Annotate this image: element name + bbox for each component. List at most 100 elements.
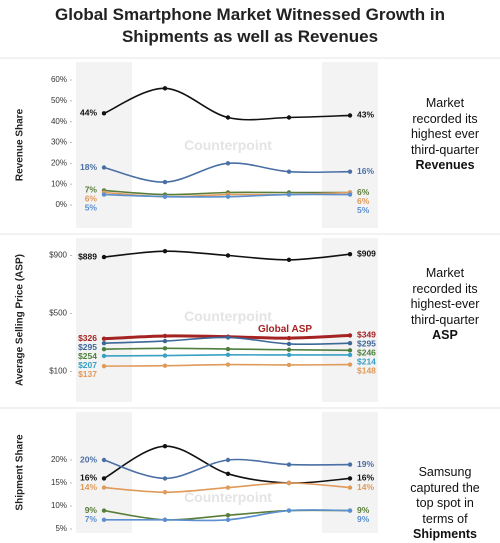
highlight-band: [322, 238, 378, 402]
data-label: 6%: [357, 196, 370, 206]
y-tick-label: 50%: [51, 96, 67, 105]
y-tick-label: 0%: [55, 200, 67, 209]
data-point: [162, 333, 168, 339]
data-label: $148: [357, 366, 376, 376]
y-tick-label: $500: [49, 309, 67, 318]
y-tick-label: 20%: [51, 158, 67, 167]
note: Market recorded its highest-ever third-q…: [402, 266, 488, 344]
data-point: [286, 352, 292, 358]
data-point: [347, 476, 353, 481]
data-point: [347, 508, 353, 513]
y-tick-label: $100: [49, 367, 67, 376]
series-name: Global ASP: [258, 324, 312, 335]
data-point: [101, 508, 107, 513]
data-point: [101, 346, 107, 352]
data-point: [225, 194, 231, 199]
data-label: $254: [78, 351, 97, 361]
y-tick-label: 5%: [55, 524, 67, 533]
data-point: [347, 251, 353, 257]
data-point: [286, 335, 292, 341]
note-emphasis: Shipments: [413, 527, 477, 541]
data-point: [162, 476, 168, 481]
data-label: 16%: [357, 473, 374, 483]
data-point: [225, 253, 231, 258]
y-tick-label: $900: [49, 251, 67, 260]
data-label: 7%: [85, 185, 98, 195]
data-point: [286, 347, 292, 352]
data-point: [347, 352, 353, 358]
data-label: 14%: [357, 482, 374, 492]
data-point: [162, 338, 168, 344]
data-label: 5%: [85, 203, 98, 213]
data-point: [286, 362, 292, 368]
y-axis-label: Average Selling Price (ASP): [15, 254, 26, 386]
data-label: 18%: [80, 162, 97, 172]
data-point: [225, 161, 231, 166]
data-point: [286, 462, 292, 467]
data-label: $207: [78, 360, 97, 370]
note: Samsung captured the top spot in terms o…: [402, 465, 488, 543]
data-point: [101, 457, 107, 463]
data-point: [347, 462, 353, 467]
data-label: 6%: [357, 187, 370, 197]
data-point: [101, 341, 107, 346]
watermark: Counterpoint: [184, 137, 272, 153]
data-point: [286, 192, 292, 197]
data-label: 20%: [80, 454, 97, 464]
data-label: $349: [357, 330, 376, 340]
highlight-band: [76, 62, 132, 228]
data-point: [286, 115, 292, 120]
data-label: 9%: [357, 514, 370, 524]
note-text: Market recorded its highest-ever third-q…: [410, 266, 480, 327]
data-point: [347, 333, 353, 338]
data-point: [162, 179, 168, 185]
data-point: [162, 490, 168, 495]
data-label: $137: [78, 369, 97, 379]
data-label: 44%: [80, 108, 97, 118]
data-point: [347, 341, 353, 346]
series-line: [103, 87, 351, 121]
data-point: [162, 444, 168, 449]
data-point: [286, 169, 292, 174]
data-point: [162, 346, 168, 351]
y-tick-label: 40%: [51, 117, 67, 126]
data-label: $909: [357, 248, 376, 258]
data-point: [162, 353, 168, 358]
y-tick-label: 20%: [51, 455, 67, 464]
data-label: $295: [78, 342, 97, 352]
y-tick-label: 15%: [51, 478, 67, 487]
data-point: [225, 362, 231, 367]
watermark: Counterpoint: [184, 308, 272, 324]
data-label: 9%: [357, 505, 370, 515]
data-label: 43%: [357, 110, 374, 120]
data-point: [347, 362, 353, 367]
data-point: [286, 508, 292, 513]
data-point: [101, 192, 107, 197]
note-emphasis: ASP: [432, 328, 458, 342]
highlight-band: [322, 62, 378, 228]
data-point: [101, 363, 107, 369]
data-point: [286, 341, 292, 347]
data-point: [101, 517, 107, 522]
data-point: [225, 517, 231, 522]
data-point: [101, 353, 107, 359]
data-label: $889: [78, 251, 97, 261]
data-point: [225, 471, 231, 476]
data-point: [225, 485, 231, 490]
data-point: [162, 248, 168, 254]
data-point: [162, 86, 168, 91]
data-point: [101, 485, 107, 490]
highlight-band: [76, 412, 132, 533]
data-point: [162, 363, 168, 368]
data-label: 5%: [357, 205, 370, 215]
data-point: [101, 476, 107, 481]
data-point: [101, 336, 107, 341]
data-point: [162, 194, 168, 199]
y-axis-label: Shipment Share: [15, 434, 26, 511]
data-point: [225, 335, 231, 340]
note-text: Samsung captured the top spot in terms o…: [410, 465, 480, 526]
y-tick-label: 10%: [51, 179, 67, 188]
data-label: 16%: [80, 473, 97, 483]
y-axis-label: Revenue Share: [15, 108, 26, 181]
